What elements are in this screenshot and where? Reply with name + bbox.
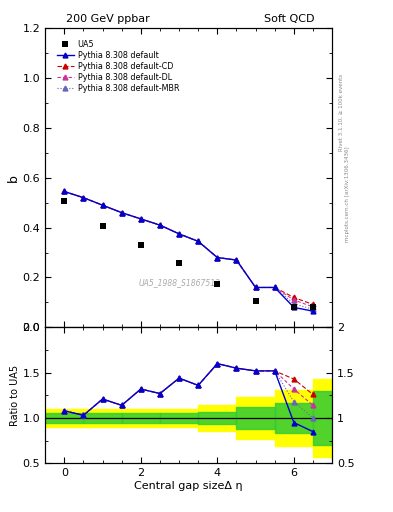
Pythia 8.308 default-CD [100,202,105,208]
Pythia 8.308 default-DL [158,222,162,228]
Pythia 8.308 default [177,231,182,237]
Pythia 8.308 default-DL [119,209,124,216]
Pythia 8.308 default-DL [177,231,182,237]
UA5 [100,223,105,229]
Pythia 8.308 default [119,209,124,216]
UA5 [177,260,182,266]
Pythia 8.308 default-DL [196,238,200,244]
Pythia 8.308 default [62,188,67,195]
Pythia 8.308 default-DL [234,257,239,263]
UA5 [310,304,315,310]
Pythia 8.308 default-DL [62,188,67,195]
Pythia 8.308 default-MBR [138,216,143,222]
UA5 [253,298,258,304]
Pythia 8.308 default-MBR [119,209,124,216]
Pythia 8.308 default-MBR [100,202,105,208]
Line: Pythia 8.308 default-CD: Pythia 8.308 default-CD [62,189,316,307]
Pythia 8.308 default-MBR [177,231,182,237]
Pythia 8.308 default [215,254,220,261]
Pythia 8.308 default-MBR [292,301,296,307]
Pythia 8.308 default-CD [138,216,143,222]
Y-axis label: Ratio to UA5: Ratio to UA5 [10,365,20,426]
Pythia 8.308 default-CD [310,302,315,308]
Text: 200 GeV ppbar: 200 GeV ppbar [66,14,150,24]
Pythia 8.308 default-MBR [234,257,239,263]
Pythia 8.308 default [272,284,277,290]
UA5 [215,281,220,287]
Pythia 8.308 default-MBR [196,238,200,244]
Pythia 8.308 default-CD [81,195,86,201]
Pythia 8.308 default-MBR [62,188,67,195]
Pythia 8.308 default [100,202,105,208]
Pythia 8.308 default-CD [253,284,258,290]
Pythia 8.308 default-MBR [272,284,277,290]
Pythia 8.308 default-DL [81,195,86,201]
Pythia 8.308 default-CD [215,254,220,261]
UA5 [62,198,67,204]
Pythia 8.308 default [310,308,315,314]
Pythia 8.308 default-MBR [158,222,162,228]
Pythia 8.308 default-MBR [310,306,315,312]
Pythia 8.308 default-CD [158,222,162,228]
Line: Pythia 8.308 default-DL: Pythia 8.308 default-DL [62,189,316,309]
Pythia 8.308 default-CD [272,284,277,290]
Pythia 8.308 default-MBR [253,284,258,290]
Pythia 8.308 default-DL [100,202,105,208]
Pythia 8.308 default-CD [177,231,182,237]
Text: UA5_1988_S1867512: UA5_1988_S1867512 [139,278,221,287]
Pythia 8.308 default-DL [215,254,220,261]
Pythia 8.308 default [81,195,86,201]
Text: mcplots.cern.ch [arXiv:1306.3436]: mcplots.cern.ch [arXiv:1306.3436] [345,147,350,242]
Pythia 8.308 default-DL [253,284,258,290]
Text: Soft QCD: Soft QCD [264,14,314,24]
Line: UA5: UA5 [61,198,316,311]
Pythia 8.308 default [253,284,258,290]
Pythia 8.308 default [158,222,162,228]
Y-axis label: b: b [7,174,20,182]
Text: Rivet 3.1.10, ≥ 100k events: Rivet 3.1.10, ≥ 100k events [339,74,344,151]
Line: Pythia 8.308 default-MBR: Pythia 8.308 default-MBR [62,189,316,312]
Pythia 8.308 default-CD [234,257,239,263]
UA5 [292,304,296,310]
Legend: UA5, Pythia 8.308 default, Pythia 8.308 default-CD, Pythia 8.308 default-DL, Pyt: UA5, Pythia 8.308 default, Pythia 8.308 … [55,38,181,94]
Pythia 8.308 default-MBR [215,254,220,261]
Pythia 8.308 default-CD [119,209,124,216]
UA5 [138,242,143,248]
X-axis label: Central gap sizeΔ η: Central gap sizeΔ η [134,481,243,491]
Pythia 8.308 default-DL [272,284,277,290]
Pythia 8.308 default-MBR [81,195,86,201]
Pythia 8.308 default-CD [292,294,296,301]
Pythia 8.308 default-CD [62,188,67,195]
Pythia 8.308 default-DL [310,304,315,310]
Pythia 8.308 default [196,238,200,244]
Pythia 8.308 default [138,216,143,222]
Pythia 8.308 default-CD [196,238,200,244]
Pythia 8.308 default [292,304,296,310]
Pythia 8.308 default-DL [138,216,143,222]
Pythia 8.308 default-DL [292,297,296,303]
Pythia 8.308 default [234,257,239,263]
Line: Pythia 8.308 default: Pythia 8.308 default [62,189,316,313]
